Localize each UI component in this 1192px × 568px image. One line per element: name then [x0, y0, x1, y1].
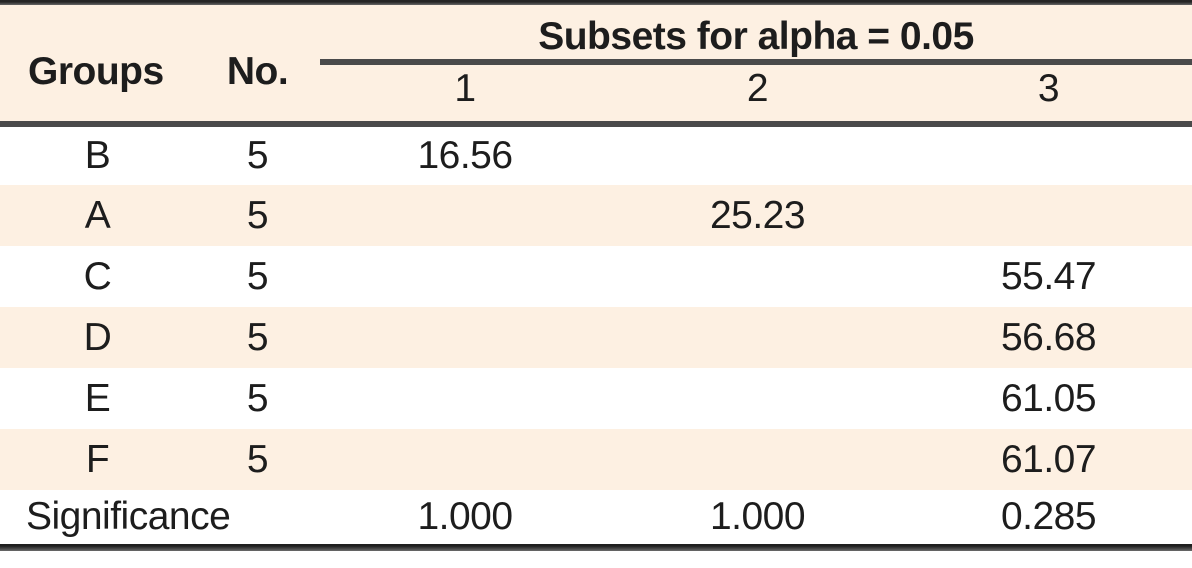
significance-row: Significance 1.000 1.000 0.285 [0, 490, 1192, 544]
n-cell: 5 [246, 134, 269, 177]
subset3-cell [905, 185, 1192, 246]
subset2-cell [610, 307, 905, 368]
subset2-cell [610, 246, 905, 307]
subset1-cell [320, 185, 610, 246]
subset3-cell: 55.47 [1000, 254, 1097, 298]
subset2-cell [610, 429, 905, 490]
subset2-cell [610, 368, 905, 429]
significance-subset2: 1.000 [709, 495, 806, 538]
top-rule [0, 0, 1192, 5]
subset2-cell: 25.23 [709, 193, 806, 237]
subset1-cell: 16.56 [417, 134, 513, 177]
subset3-cell: 61.07 [1000, 437, 1097, 481]
group-cell: B [84, 134, 111, 177]
significance-subset1: 1.000 [417, 495, 513, 538]
subsets-table: Groups No. Subsets for alpha = 0.05 1 2 … [0, 5, 1192, 544]
group-cell: F [85, 437, 110, 481]
subset3-cell: 56.68 [1000, 315, 1097, 359]
n-cell: 5 [246, 376, 269, 420]
header-subsets-title: Subsets for alpha = 0.05 [320, 5, 1192, 65]
n-cell: 5 [246, 315, 269, 359]
n-cell: 5 [246, 193, 269, 237]
table-row: F 5 61.07 [0, 429, 1192, 490]
table-header: Groups No. Subsets for alpha = 0.05 1 2 … [0, 5, 1192, 127]
group-cell: E [84, 376, 111, 420]
n-cell: 5 [246, 254, 269, 298]
subset1-cell [320, 246, 610, 307]
group-cell: C [83, 254, 112, 298]
significance-subset3: 0.285 [1000, 495, 1097, 538]
header-groups: Groups [0, 5, 195, 127]
table-row: E 5 61.05 [0, 368, 1192, 429]
subset3-cell: 61.05 [1000, 376, 1097, 420]
subset1-cell [320, 307, 610, 368]
table-row: A 5 25.23 [0, 185, 1192, 246]
n-cell: 5 [246, 437, 269, 481]
header-subset-3: 3 [905, 62, 1192, 127]
group-cell: D [83, 315, 112, 359]
header-subset-2: 2 [610, 62, 905, 127]
table-row: C 5 55.47 [0, 246, 1192, 307]
table-row: B 5 16.56 [0, 124, 1192, 185]
subset1-cell [320, 368, 610, 429]
table-row: D 5 56.68 [0, 307, 1192, 368]
header-no: No. [195, 5, 320, 127]
table-body: B 5 16.56 A 5 25.23 C 5 55.47 D [0, 124, 1192, 544]
subset2-cell [610, 124, 905, 185]
header-subset-1: 1 [320, 62, 610, 127]
subset1-cell [320, 429, 610, 490]
subset3-cell [905, 124, 1192, 185]
significance-label: Significance [26, 495, 231, 538]
bottom-rule [0, 544, 1192, 551]
group-cell: A [84, 193, 111, 237]
